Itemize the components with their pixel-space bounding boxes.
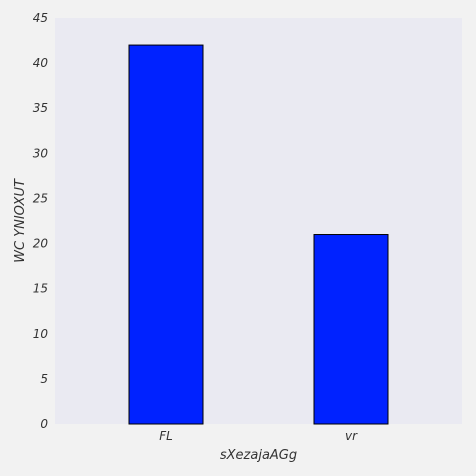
plot-background [55,18,462,424]
y-tick-label: 15 [33,282,48,296]
y-tick-label: 45 [33,11,48,25]
y-tick-label: 0 [40,417,48,431]
y-tick-label: 30 [33,146,49,160]
y-tick-label: 20 [33,237,49,251]
bar-FL [128,44,204,425]
y-tick-label: 5 [40,372,48,386]
y-axis-title: WC YNIOXUT [13,178,28,263]
bars-layer [128,44,389,425]
x-tick-label: vr [345,429,358,443]
y-tick-labels: 0 5 10 15 20 25 30 35 40 45 [33,11,49,431]
x-axis-title: sXezajaAGg [220,448,297,463]
y-tick-label: 10 [33,327,49,341]
y-tick-label: 40 [33,56,49,70]
x-tick-label: FL [159,429,173,443]
y-tick-label: 25 [33,191,48,205]
bar-vr [313,234,389,425]
y-tick-label: 35 [33,101,48,115]
x-tick-labels: FL vr [159,429,358,443]
